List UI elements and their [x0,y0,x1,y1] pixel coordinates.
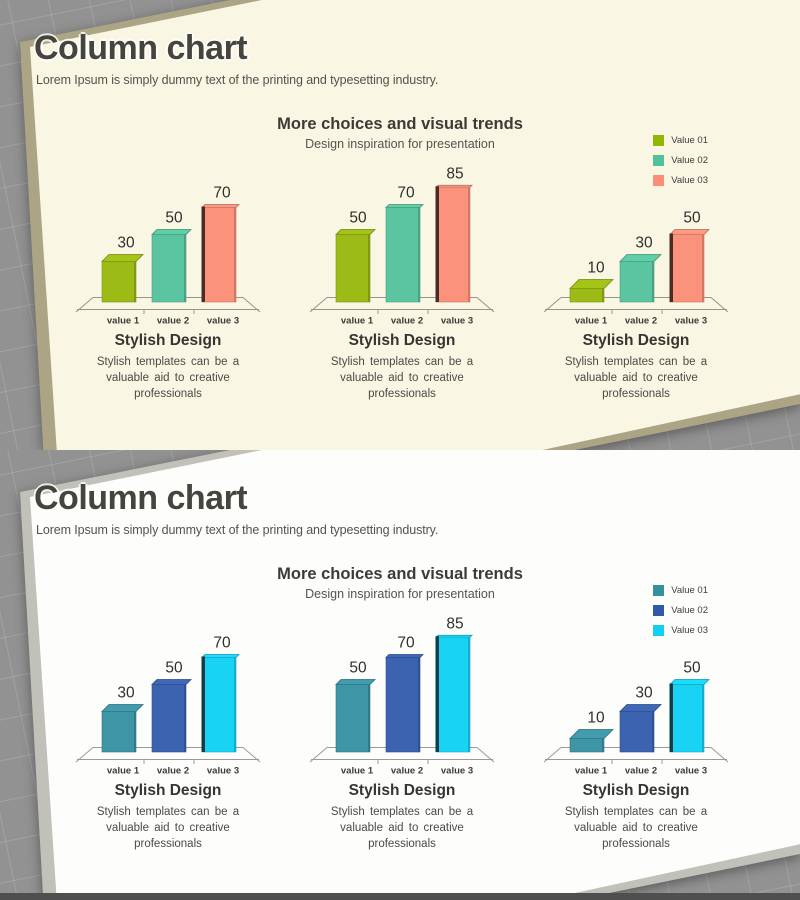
column-chart-svg: 30 50 70 value 1 value 2 value 3 [75,185,261,327]
svg-text:value 1: value 1 [107,766,140,777]
legend-item: Value 03 [653,625,708,636]
legend-label: Value 03 [671,175,708,186]
column-chart-svg: 10 30 50 value 1 value 2 value 3 [543,210,729,327]
svg-text:70: 70 [213,635,231,652]
charts-row: 30 50 70 value 1 value 2 value 3 Stylish Desi… [66,162,738,403]
svg-text:value 2: value 2 [157,766,189,777]
svg-text:10: 10 [587,710,605,727]
svg-text:50: 50 [349,210,367,227]
legend-label: Value 01 [671,135,708,146]
chart-caption-title: Stylish Design [582,782,690,799]
chart-caption-text: Stylish templates can be a valuable aid … [96,356,240,400]
legend-swatch-value02 [653,155,665,166]
column-chart-right: 10 30 50 value 1 value 2 value 3 Stylish Desi… [534,162,738,403]
svg-text:value 1: value 1 [107,316,140,327]
chart-caption-text: Stylish templates can be a valuable aid … [564,356,708,400]
svg-text:value 1: value 1 [575,316,608,327]
svg-text:70: 70 [397,635,415,652]
svg-text:50: 50 [165,210,183,227]
chart-caption-text: Stylish templates can be a valuable aid … [564,806,708,850]
svg-text:70: 70 [397,185,415,202]
svg-text:value 2: value 2 [625,766,657,777]
legend: Value 01 Value 02 Value 03 [653,135,708,195]
svg-text:30: 30 [117,235,135,252]
legend-item: Value 02 [653,155,708,166]
legend-label: Value 01 [671,585,708,596]
column-chart-svg: 10 30 50 value 1 value 2 value 3 [543,660,729,777]
svg-text:value 1: value 1 [341,316,374,327]
slide-preview-bottom[interactable]: Column chart Lorem Ipsum is simply dummy… [0,450,800,900]
svg-text:value 1: value 1 [341,766,374,777]
svg-text:10: 10 [587,260,605,277]
legend-swatch-value01 [653,585,665,596]
chart-caption-title: Stylish Design [114,782,222,799]
column-chart-center: 50 70 85 value 1 value 2 value 3 Stylish Desi… [300,162,504,403]
legend-item: Value 03 [653,175,708,186]
chart-caption-text: Stylish templates can be a valuable aid … [330,356,474,400]
svg-text:value 2: value 2 [391,316,423,327]
svg-text:50: 50 [683,210,701,227]
svg-text:value 2: value 2 [391,766,423,777]
svg-text:30: 30 [117,685,135,702]
svg-text:value 3: value 3 [675,766,707,777]
svg-text:50: 50 [349,660,367,677]
legend-item: Value 01 [653,135,708,146]
slide-subtitle: Lorem Ipsum is simply dummy text of the … [36,522,439,537]
legend-label: Value 03 [671,625,708,636]
legend: Value 01 Value 02 Value 03 [653,585,708,645]
svg-text:value 1: value 1 [575,766,608,777]
slide-subtitle: Lorem Ipsum is simply dummy text of the … [36,72,439,87]
svg-text:30: 30 [635,685,653,702]
chart-heading: More choices and visual trends [277,114,523,133]
backdrop-bottom-strip [0,893,800,900]
chart-caption-title: Stylish Design [348,332,456,349]
svg-text:value 3: value 3 [675,316,707,327]
legend-item: Value 01 [653,585,708,596]
column-chart-svg: 50 70 85 value 1 value 2 value 3 [309,165,495,327]
slide-preview-top[interactable]: Column chart Lorem Ipsum is simply dummy… [0,0,800,450]
column-chart-svg: 50 70 85 value 1 value 2 value 3 [309,615,495,777]
chart-subheading: Design inspiration for presentation [305,136,495,151]
legend-swatch-value03 [653,625,665,636]
column-chart-left: 30 50 70 value 1 value 2 value 3 Stylish Desi… [66,162,270,403]
svg-text:value 3: value 3 [441,766,473,777]
column-chart-right: 10 30 50 value 1 value 2 value 3 Stylish Desi… [534,612,738,853]
svg-text:70: 70 [213,185,231,202]
chart-caption-title: Stylish Design [114,332,222,349]
slide-title: Column chart [34,478,248,517]
legend-label: Value 02 [671,155,708,166]
svg-text:value 3: value 3 [207,766,239,777]
legend-label: Value 02 [671,605,708,616]
legend-item: Value 02 [653,605,708,616]
svg-text:50: 50 [165,660,183,677]
chart-caption-title: Stylish Design [582,332,690,349]
chart-subheading: Design inspiration for presentation [305,586,495,601]
slide-title: Column chart [34,28,248,67]
svg-text:30: 30 [635,235,653,252]
column-chart-svg: 30 50 70 value 1 value 2 value 3 [75,635,261,777]
chart-caption-text: Stylish templates can be a valuable aid … [96,806,240,850]
svg-text:value 2: value 2 [157,316,189,327]
svg-text:85: 85 [446,165,463,182]
chart-heading: More choices and visual trends [277,564,523,583]
chart-caption-title: Stylish Design [348,782,456,799]
charts-row: 30 50 70 value 1 value 2 value 3 Stylish Desi… [66,612,738,853]
column-chart-center: 50 70 85 value 1 value 2 value 3 Stylish Desi… [300,612,504,853]
legend-swatch-value01 [653,135,665,146]
legend-swatch-value03 [653,175,665,186]
svg-text:value 3: value 3 [207,316,239,327]
svg-text:value 2: value 2 [625,316,657,327]
column-chart-left: 30 50 70 value 1 value 2 value 3 Stylish Desi… [66,612,270,853]
svg-text:50: 50 [683,660,701,677]
svg-text:85: 85 [446,615,463,632]
legend-swatch-value02 [653,605,665,616]
svg-text:value 3: value 3 [441,316,473,327]
chart-caption-text: Stylish templates can be a valuable aid … [330,806,474,850]
